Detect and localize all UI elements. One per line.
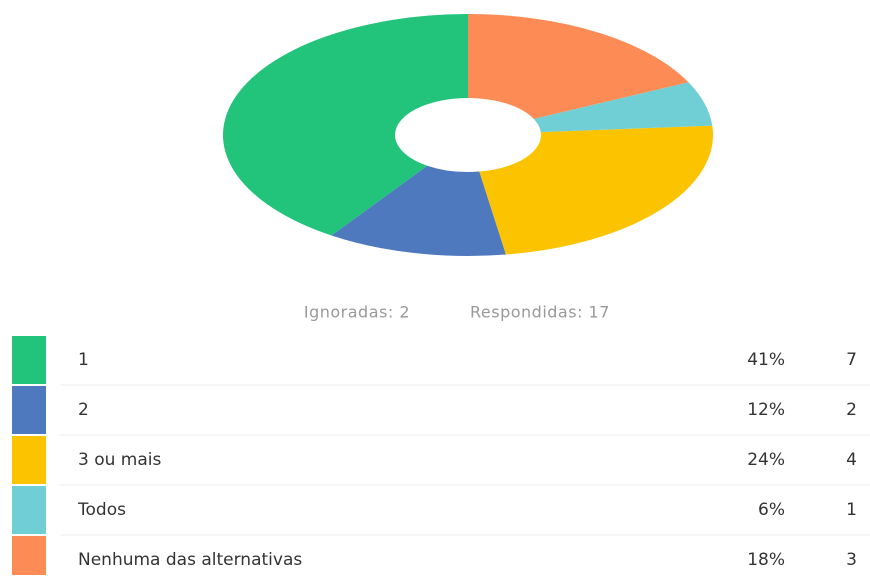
donut-slice — [468, 14, 689, 119]
row-label: Nenhuma das alternativas — [78, 550, 302, 570]
row-percent: 12% — [747, 400, 785, 420]
row-percent: 24% — [747, 450, 785, 470]
skipped-count: Ignoradas: 2 — [304, 303, 410, 322]
row-count: 1 — [846, 500, 857, 520]
row-percent: 6% — [758, 500, 785, 520]
row-label: 3 ou mais — [78, 450, 161, 470]
donut-slice — [223, 14, 468, 236]
donut-slice — [479, 125, 713, 255]
legend-swatch — [12, 436, 46, 484]
legend-swatch — [12, 336, 46, 384]
row-label: 2 — [78, 400, 89, 420]
row-count: 7 — [846, 350, 857, 370]
row-count: 3 — [846, 550, 857, 570]
row-percent: 18% — [747, 550, 785, 570]
row-label: 1 — [78, 350, 89, 370]
legend-swatch — [12, 486, 46, 534]
donut-slice — [533, 82, 713, 133]
row-label: Todos — [77, 500, 126, 520]
answered-count: Respondidas: 17 — [470, 303, 610, 322]
legend-swatch — [12, 386, 46, 434]
row-percent: 41% — [747, 350, 785, 370]
row-count: 4 — [846, 450, 857, 470]
legend-swatch — [12, 536, 46, 579]
donut-slice — [331, 165, 506, 256]
row-count: 2 — [846, 400, 857, 420]
